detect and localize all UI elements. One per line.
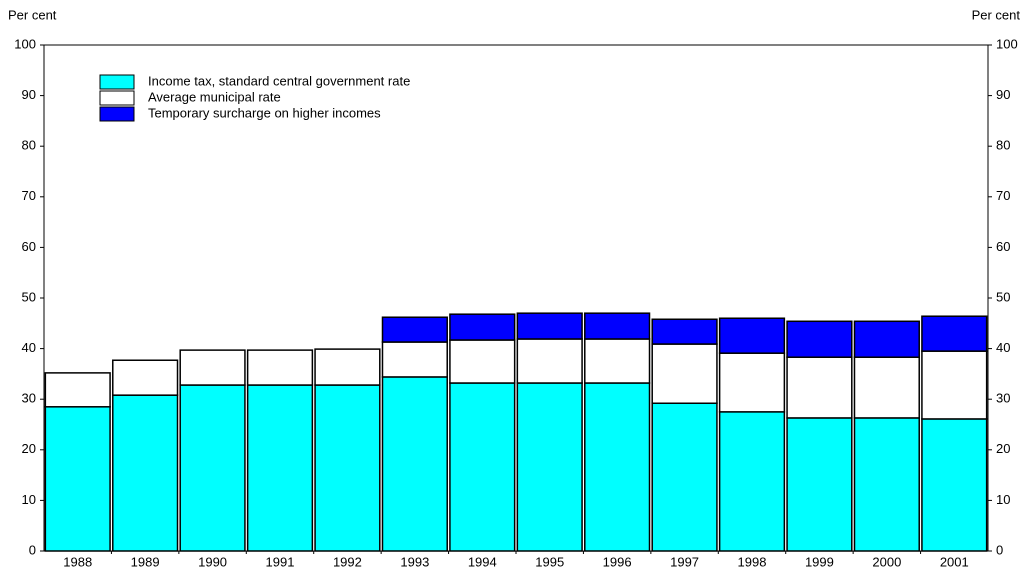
- bar-segment: [584, 382, 651, 552]
- y-axis-label: Per cent: [8, 7, 57, 22]
- x-tick-label: 1994: [468, 554, 497, 569]
- bar-segment: [449, 382, 516, 552]
- y2-tick-label: 100: [996, 36, 1018, 51]
- y2-tick-label: 90: [996, 87, 1010, 102]
- x-tick-label: 1996: [603, 554, 632, 569]
- y-tick-label: 100: [14, 36, 36, 51]
- bar-segment: [516, 338, 583, 384]
- bar-segment: [44, 372, 111, 408]
- x-tick-label: 2000: [872, 554, 901, 569]
- bar-segment: [651, 318, 718, 345]
- y2-tick-label: 40: [996, 340, 1010, 355]
- x-tick-label: 1993: [400, 554, 429, 569]
- x-tick-label: 1995: [535, 554, 564, 569]
- bar-segment: [246, 384, 314, 552]
- y-tick-label: 80: [22, 138, 36, 153]
- bar-segment: [516, 312, 583, 340]
- bar-segment: [179, 349, 246, 386]
- y2-tick-label: 20: [996, 441, 1010, 456]
- bar-segment: [853, 417, 920, 552]
- y-tick-label: 20: [22, 441, 36, 456]
- bar-segment: [718, 352, 786, 413]
- bar-segment: [584, 312, 651, 340]
- x-tick-label: 1989: [131, 554, 160, 569]
- x-tick-label: 1990: [198, 554, 227, 569]
- bar-segment: [112, 359, 179, 396]
- bar-segment: [718, 317, 786, 354]
- bar-segment: [786, 356, 853, 419]
- y-tick-label: 0: [29, 542, 36, 557]
- legend-swatch: [99, 74, 135, 90]
- bar-segment: [246, 349, 314, 386]
- legend-swatch: [99, 106, 135, 122]
- bar-segment: [112, 394, 179, 552]
- bar-segment: [921, 315, 988, 352]
- y-tick-label: 90: [22, 87, 36, 102]
- legend-swatch: [99, 90, 135, 106]
- y-tick-label: 30: [22, 391, 36, 406]
- bar-segment: [853, 320, 920, 358]
- x-tick-label: 1991: [266, 554, 295, 569]
- bar-segment: [179, 384, 246, 552]
- bar-segment: [449, 313, 516, 341]
- y2-tick-label: 0: [996, 542, 1003, 557]
- y2-tick-label: 60: [996, 239, 1010, 254]
- bar-segment: [381, 376, 448, 552]
- bar-segment: [718, 411, 786, 552]
- y2-tick-label: 80: [996, 138, 1010, 153]
- bar-segment: [314, 384, 381, 552]
- bar-segment: [853, 356, 920, 419]
- legend-label: Income tax, standard central government …: [148, 73, 410, 88]
- y2-tick-label: 30: [996, 391, 1010, 406]
- x-tick-label: 1999: [805, 554, 834, 569]
- bar-segment: [921, 350, 988, 420]
- bar-segment: [786, 417, 853, 552]
- y-tick-label: 10: [22, 492, 36, 507]
- x-tick-label: 1992: [333, 554, 362, 569]
- bar-segment: [44, 406, 111, 552]
- y-tick-label: 60: [22, 239, 36, 254]
- bar-segment: [516, 382, 583, 552]
- y2-tick-label: 70: [996, 188, 1010, 203]
- x-tick-label: 1998: [738, 554, 767, 569]
- legend-label: Average municipal rate: [148, 89, 281, 104]
- y-tick-label: 50: [22, 289, 36, 304]
- x-tick-label: 1988: [63, 554, 92, 569]
- bar-segment: [381, 316, 448, 343]
- y2-axis-label: Per cent: [972, 7, 1021, 22]
- x-tick-label: 2001: [940, 554, 969, 569]
- legend-label: Temporary surcharge on higher incomes: [148, 105, 381, 120]
- y-tick-label: 40: [22, 340, 36, 355]
- y2-tick-label: 50: [996, 289, 1010, 304]
- bar-segment: [651, 343, 718, 404]
- bar-segment: [584, 338, 651, 384]
- x-tick-label: 1997: [670, 554, 699, 569]
- y2-tick-label: 10: [996, 492, 1010, 507]
- bar-segment: [651, 402, 718, 552]
- bar-segment: [921, 418, 988, 552]
- bar-segment: [381, 341, 448, 378]
- y-tick-label: 70: [22, 188, 36, 203]
- bar-segment: [449, 339, 516, 384]
- bar-segment: [786, 320, 853, 358]
- bar-segment: [314, 348, 381, 386]
